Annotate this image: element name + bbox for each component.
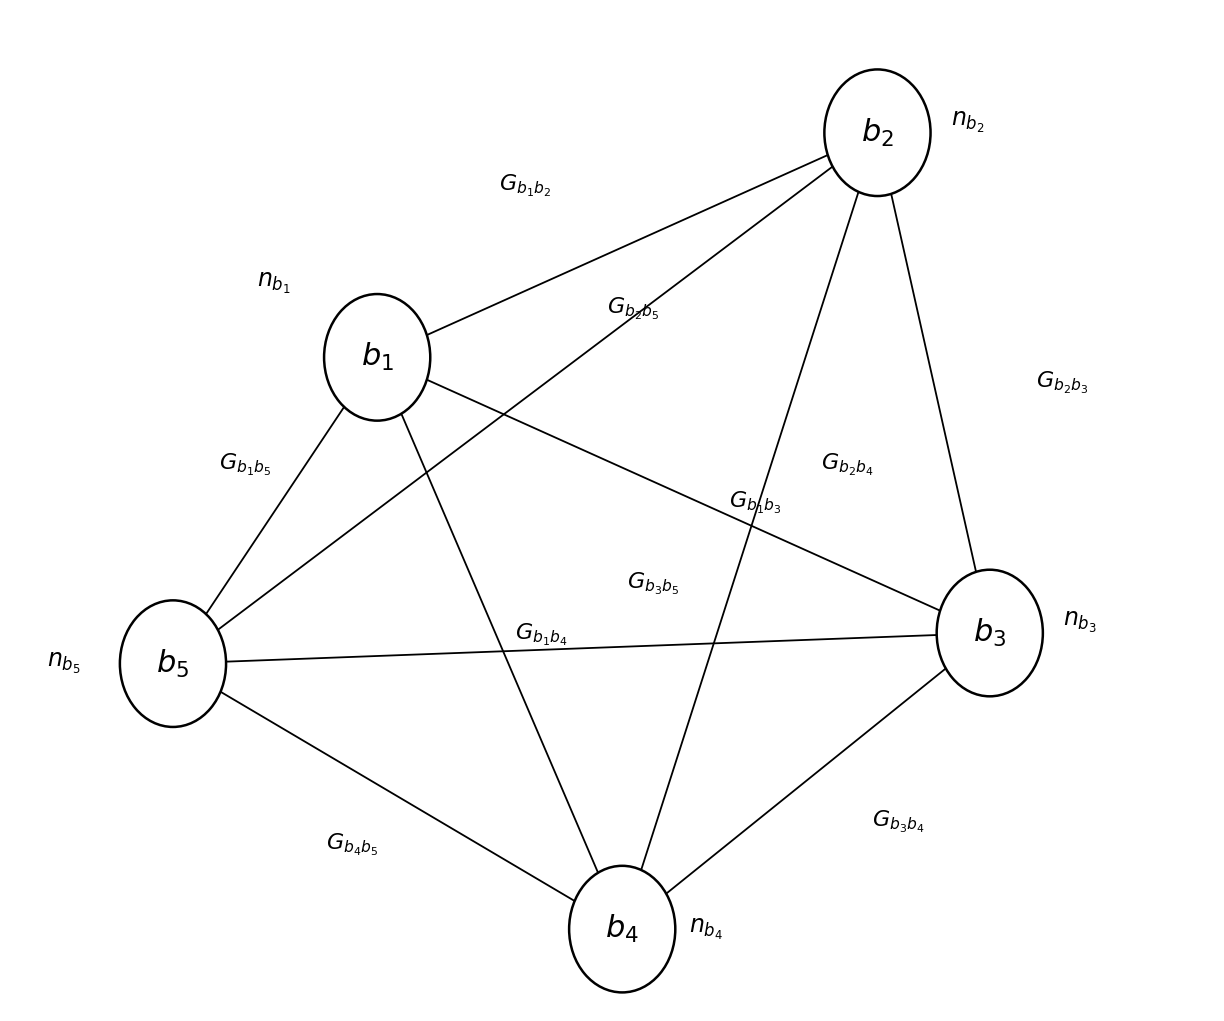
- Text: $G_{b_1b_3}$: $G_{b_1b_3}$: [730, 489, 782, 516]
- Text: $G_{b_2b_3}$: $G_{b_2b_3}$: [1036, 370, 1088, 396]
- Text: $n_{b_4}$: $n_{b_4}$: [689, 917, 722, 941]
- Ellipse shape: [569, 866, 676, 992]
- Text: $b_1$: $b_1$: [361, 341, 394, 374]
- Text: $n_{b_1}$: $n_{b_1}$: [257, 272, 290, 296]
- Text: $n_{b_3}$: $n_{b_3}$: [1064, 611, 1097, 635]
- Ellipse shape: [936, 570, 1043, 696]
- Text: $G_{b_3b_4}$: $G_{b_3b_4}$: [873, 809, 925, 835]
- Text: $b_2$: $b_2$: [860, 116, 894, 149]
- Ellipse shape: [825, 69, 930, 196]
- Text: $n_{b_2}$: $n_{b_2}$: [951, 110, 984, 135]
- Text: $G_{b_4b_5}$: $G_{b_4b_5}$: [326, 831, 378, 858]
- Text: $G_{b_2b_4}$: $G_{b_2b_4}$: [821, 451, 874, 478]
- Text: $G_{b_1b_5}$: $G_{b_1b_5}$: [219, 451, 272, 478]
- Ellipse shape: [120, 600, 226, 727]
- Text: $G_{b_2b_5}$: $G_{b_2b_5}$: [607, 295, 660, 322]
- Text: $b_3$: $b_3$: [973, 617, 1006, 649]
- Text: $G_{b_1b_2}$: $G_{b_1b_2}$: [499, 173, 551, 199]
- Text: $b_5$: $b_5$: [157, 647, 190, 680]
- Ellipse shape: [324, 294, 431, 421]
- Text: $G_{b_1b_4}$: $G_{b_1b_4}$: [515, 622, 568, 648]
- Text: $b_4$: $b_4$: [606, 913, 639, 945]
- Text: $G_{b_3b_5}$: $G_{b_3b_5}$: [628, 571, 679, 597]
- Text: $n_{b_5}$: $n_{b_5}$: [48, 651, 81, 676]
